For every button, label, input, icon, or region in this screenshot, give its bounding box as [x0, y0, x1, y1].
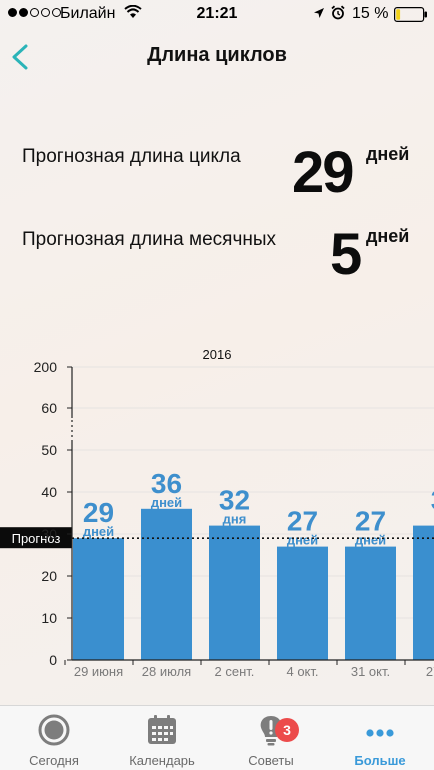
- alarm-clock-icon: [331, 5, 345, 20]
- y-tick-label: 10: [41, 610, 57, 626]
- tab-more-label: Больше: [354, 753, 406, 768]
- y-tick-label: 60: [41, 400, 57, 416]
- y-tick-label: 50: [41, 442, 57, 458]
- tab-today-label: Сегодня: [29, 753, 79, 768]
- tab-calendar-label: Календарь: [129, 753, 195, 768]
- battery-percentage: 15 %: [352, 5, 389, 22]
- tab-more[interactable]: Больше: [326, 706, 434, 770]
- clock-time: 21:21: [196, 5, 238, 22]
- y-tick-label: 200: [34, 359, 58, 375]
- chart-year-title: 2016: [202, 347, 232, 362]
- tab-calendar[interactable]: Календарь: [108, 706, 216, 770]
- x-tick-label: 27 н: [426, 664, 434, 679]
- x-tick-label: 31 окт.: [351, 664, 390, 679]
- bar-value-label: 3: [431, 485, 434, 516]
- more-dots-icon: [366, 729, 394, 737]
- tab-today[interactable]: Сегодня: [0, 706, 108, 770]
- bar-3: [277, 546, 328, 660]
- y-tick-label: 30: [41, 526, 57, 542]
- signal-strength-icon: [8, 8, 61, 17]
- forecast-label-box: [0, 527, 72, 549]
- chevron-left-icon[interactable]: [8, 40, 32, 74]
- bar-unit-label: дня: [223, 512, 247, 527]
- tab-bar: Сегодня Календарь 3 Советы: [0, 705, 434, 770]
- wifi-icon: [124, 5, 142, 18]
- location-arrow-icon: [314, 8, 324, 18]
- forecast-label: Прогноз: [12, 531, 61, 546]
- tab-tips[interactable]: 3 Советы: [217, 706, 325, 770]
- battery-icon: [394, 7, 427, 22]
- bar-5: [413, 525, 434, 660]
- bar-4: [345, 546, 396, 660]
- today-ring-icon: [38, 714, 70, 746]
- y-tick-label: 40: [41, 484, 57, 500]
- x-tick-label: 28 июля: [142, 664, 191, 679]
- status-bar: Билайн 21:21 15 %: [0, 0, 434, 28]
- cycle-length-unit: дней: [366, 144, 410, 164]
- tab-tips-label: Советы: [248, 753, 294, 768]
- bar-unit-label: дней: [151, 495, 182, 510]
- bar-value-label: 27: [287, 506, 318, 537]
- bar-value-label: 29: [83, 497, 114, 528]
- bar-1: [141, 508, 192, 660]
- y-tick-label: 0: [49, 652, 57, 668]
- bar-0: [73, 538, 124, 660]
- x-tick-label: 2 сент.: [215, 664, 255, 679]
- y-tick-label: 20: [41, 568, 57, 584]
- x-tick-label: 29 июня: [74, 664, 123, 679]
- period-length-label: Прогнозная длина месячных: [22, 229, 276, 250]
- carrier-name: Билайн: [60, 5, 116, 22]
- cycle-length-label: Прогнозная длина цикла: [22, 146, 241, 167]
- bar-value-label: 27: [355, 506, 386, 537]
- bar-unit-label: дней: [83, 524, 114, 539]
- x-tick-label: 4 окт.: [286, 664, 318, 679]
- period-length-unit: дней: [366, 226, 410, 246]
- bar-value-label: 36: [151, 468, 182, 499]
- bar-unit-label: дней: [287, 533, 318, 548]
- cycle-length-bar-chart: 29дней36дней32дня27дней27дней3Прогноз 01…: [0, 359, 434, 679]
- bar-2: [209, 525, 260, 660]
- bar-unit-label: дней: [355, 533, 386, 548]
- period-length-value: 5: [330, 222, 362, 287]
- page-title: Длина циклов: [147, 44, 287, 66]
- calendar-icon: [148, 715, 176, 744]
- cycle-length-value: 29: [292, 140, 354, 205]
- tips-badge: 3: [275, 718, 299, 742]
- bar-value-label: 32: [219, 485, 250, 516]
